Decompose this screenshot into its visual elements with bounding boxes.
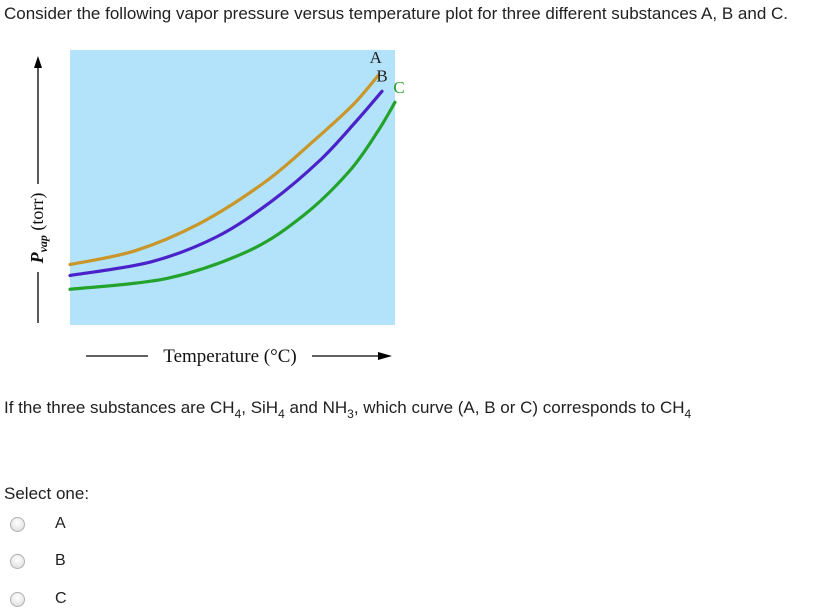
y-axis-label-backdrop xyxy=(27,184,49,272)
question-text-rest: , which curve (A, B or C) corresponds to… xyxy=(353,398,685,417)
series-label-b: B xyxy=(376,66,387,85)
option-b-label: B xyxy=(55,552,66,569)
y-axis-arrowhead xyxy=(34,56,42,68)
plot-area xyxy=(70,50,395,325)
option-b[interactable]: B xyxy=(10,549,66,573)
y-axis-label-sub: vap xyxy=(36,235,50,252)
radio-button-b[interactable] xyxy=(10,553,25,569)
question-sub-ch4: 4 xyxy=(234,407,242,421)
question-sub-nh3: 3 xyxy=(347,407,354,421)
y-axis-label-unit: (torr) xyxy=(27,193,48,235)
radio-button-c[interactable] xyxy=(10,591,25,607)
series-label-c: C xyxy=(393,78,404,97)
question-sub-ch4-final: 4 xyxy=(684,407,692,421)
option-c-label: C xyxy=(55,590,67,607)
x-axis-label: Temperature (°C) xyxy=(163,346,296,367)
option-a-label: A xyxy=(55,515,66,532)
option-a[interactable]: A xyxy=(10,512,66,536)
question-text: If the three substances are CH4, SiH4 an… xyxy=(4,397,692,421)
question-text-sih: , SiH xyxy=(241,398,279,417)
question-text-intro: If the three substances are CH xyxy=(4,398,235,417)
option-c[interactable]: C xyxy=(10,587,67,611)
select-one-label: Select one: xyxy=(4,484,90,503)
y-axis-label: Pvap (torr) xyxy=(27,193,50,265)
series-line-a xyxy=(68,73,381,267)
x-axis-arrowhead xyxy=(378,352,392,360)
question-title: Consider the following vapor pressure ve… xyxy=(4,4,788,23)
chart-svg: Pvap (torr) Temperature (°C) ABC xyxy=(27,48,405,367)
series-line-b xyxy=(68,89,384,278)
y-axis-label-main: P xyxy=(27,251,47,264)
series-layer xyxy=(68,73,397,291)
question-sub-sih4: 4 xyxy=(278,407,285,421)
series-label-a: A xyxy=(370,48,383,67)
y-axis-label-group: Pvap (torr) xyxy=(27,184,50,272)
radio-button-a[interactable] xyxy=(10,516,25,532)
series-line-c xyxy=(68,100,397,291)
question-text-nh: and NH xyxy=(284,398,348,417)
series-label-layer: ABC xyxy=(370,48,405,97)
